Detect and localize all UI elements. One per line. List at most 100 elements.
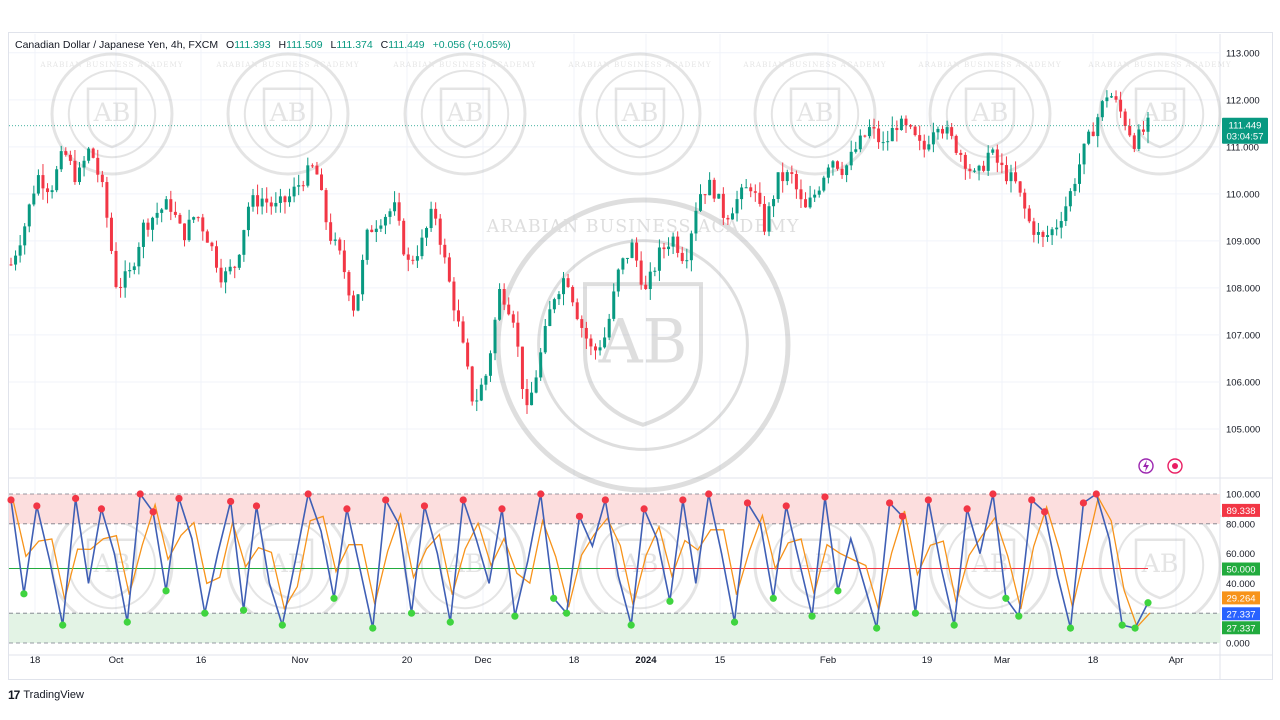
candle-body — [475, 400, 479, 402]
candle-body — [128, 270, 132, 272]
candle-body — [1123, 111, 1127, 127]
candle-body — [703, 194, 707, 196]
watermark-badge: AB ARABIAN BUSINESS ACADEMY — [215, 52, 359, 176]
candle-body — [1073, 183, 1077, 192]
candle-body — [644, 284, 648, 290]
candle-body — [562, 278, 566, 295]
candle-body — [1041, 232, 1045, 237]
candle-body — [342, 250, 346, 273]
candle-body — [365, 229, 369, 260]
oversold-dot — [201, 609, 209, 617]
osc-value-text: 50.000 — [1226, 565, 1255, 576]
candle-body — [233, 266, 237, 268]
candle-body — [370, 229, 374, 233]
candle-body — [744, 187, 748, 189]
time-tick-label: Dec — [475, 655, 492, 666]
candle-body — [699, 194, 703, 211]
high-value: 111.509 — [286, 39, 323, 51]
candle-body — [918, 135, 922, 141]
candle-body — [575, 302, 579, 320]
overbought-dot — [963, 505, 971, 513]
overbought-dot — [227, 497, 235, 506]
oversold-dot — [59, 621, 67, 629]
oscillator-panel — [7, 490, 1220, 644]
candle-body — [196, 217, 200, 219]
axes: 113.000 112.000 111.000 110.000 109.000 108.0… — [30, 48, 1268, 666]
osc-tick-label: 80.000 — [1226, 519, 1255, 530]
candle-body — [909, 125, 913, 127]
footer-brand[interactable]: 17 TradingView — [8, 688, 84, 702]
candle-body — [685, 260, 689, 262]
low-value: 111.374 — [336, 39, 373, 51]
candle-body — [269, 202, 273, 207]
candle-body — [936, 128, 940, 133]
candle-body — [415, 256, 419, 261]
time-tick-label: 18 — [569, 655, 580, 666]
bar-countdown: 03:04:57 — [1227, 132, 1264, 143]
candle-body — [899, 118, 903, 131]
candle-body — [1109, 96, 1113, 98]
candle-body — [603, 337, 607, 348]
candle-body — [794, 173, 798, 190]
candle-body — [689, 233, 693, 261]
lightning-icon — [1138, 458, 1154, 474]
candle-body — [498, 289, 502, 320]
watermark-monogram: AB — [93, 98, 131, 127]
oversold-dot — [511, 612, 519, 620]
overbought-dot — [498, 505, 506, 513]
candle-body — [402, 220, 406, 255]
overbought-zone — [9, 494, 1220, 524]
candle-body — [114, 250, 118, 287]
overbought-dot — [343, 505, 351, 513]
candle-body — [986, 152, 990, 171]
candle-body — [178, 214, 182, 224]
candle-body — [64, 151, 68, 155]
candle-body — [858, 135, 862, 150]
tradingview-logo-icon: 17 — [8, 688, 20, 702]
open-label: O — [226, 39, 235, 51]
candle-body — [123, 271, 127, 288]
last-price-value: 111.449 — [1229, 121, 1262, 132]
overbought-dot — [252, 502, 261, 510]
osc-tick-label: 100.000 — [1226, 490, 1260, 501]
candle-body — [251, 195, 255, 207]
time-tick-label: 16 — [196, 655, 207, 666]
overbought-dot — [72, 494, 80, 503]
watermark-monogram: AB — [971, 98, 1009, 127]
candle-body — [995, 149, 999, 163]
overbought-dot — [601, 496, 609, 504]
time-tick-label: 19 — [922, 655, 933, 666]
oversold-dot — [627, 621, 635, 629]
candle-body — [959, 152, 963, 155]
candle-body — [580, 319, 584, 328]
time-tick-label: Feb — [820, 655, 836, 666]
price-tick-label: 110.000 — [1226, 189, 1260, 200]
candle-body — [288, 196, 292, 203]
candle-body — [584, 327, 588, 339]
osc-value-tag: 27.337 — [1222, 621, 1260, 635]
candle-body — [320, 174, 324, 191]
time-tick-label: 15 — [715, 655, 726, 666]
overbought-dot — [304, 490, 312, 498]
watermark-caption: ARABIAN BUSINESS ACADEMY — [392, 60, 536, 69]
price-tick-label: 113.000 — [1226, 48, 1260, 59]
candle-body — [694, 210, 698, 234]
overbought-dot — [136, 490, 144, 498]
oversold-dot — [950, 621, 958, 629]
oversold-dot — [1066, 624, 1075, 632]
candle-body — [1032, 221, 1036, 235]
overbought-dot — [679, 496, 687, 504]
candle-body — [36, 175, 40, 194]
overbought-dot — [537, 490, 545, 498]
overbought-dot — [782, 502, 790, 510]
candle-body — [41, 175, 45, 189]
candle-body — [265, 198, 269, 203]
symbol-legend[interactable]: Canadian Dollar / Japanese Yen, 4h, FXCM… — [15, 39, 511, 51]
watermark-monogram: AB — [446, 98, 484, 127]
watermark-badge: AB ARABIAN BUSINESS ACADEMY — [392, 52, 536, 176]
osc-value-tag: 27.337 — [1222, 607, 1260, 621]
watermark-badge: AB ARABIAN BUSINESS ACADEMY — [567, 52, 711, 176]
candle-body — [479, 384, 483, 401]
close-value: 111.449 — [388, 39, 425, 51]
